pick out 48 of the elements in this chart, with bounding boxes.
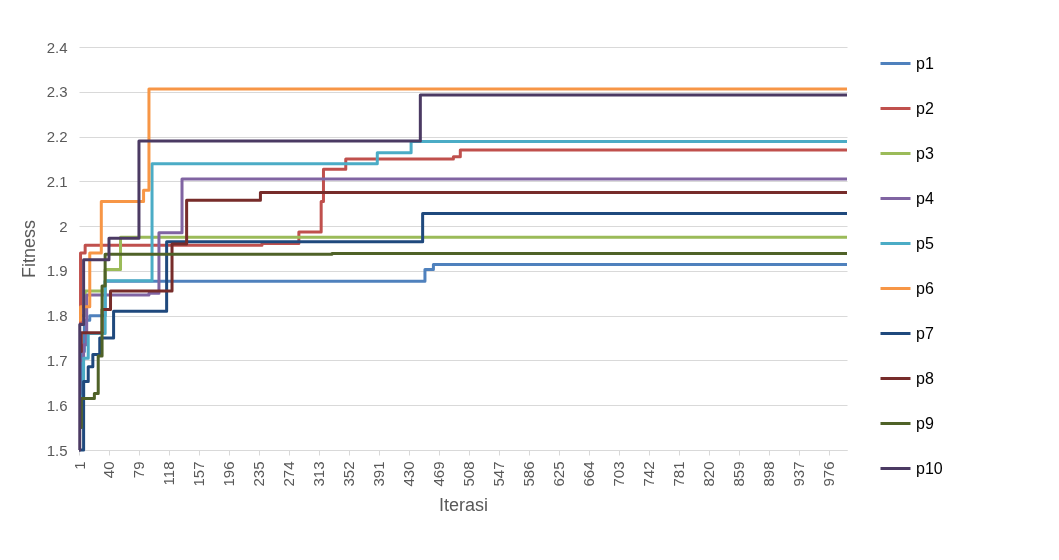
y-tick-label: 2.4	[46, 38, 68, 56]
x-tick-label: 976	[820, 461, 838, 487]
x-tick-label: 1	[70, 461, 88, 470]
x-tick-label: 313	[310, 461, 328, 487]
y-axis-title: Fitness	[18, 219, 39, 279]
x-tick-label: 664	[580, 461, 598, 487]
x-tick-label: 430	[400, 461, 418, 487]
x-tick-label: 703	[610, 461, 628, 487]
x-tick-label: 274	[280, 461, 298, 487]
x-tick-label: 859	[730, 461, 748, 487]
legend-label: p2	[916, 99, 934, 117]
y-tick-label: 1.7	[46, 351, 68, 369]
legend-label: p6	[916, 279, 934, 297]
legend-label: p1	[916, 54, 934, 72]
x-tick-label: 625	[550, 461, 568, 487]
x-tick-label: 352	[340, 461, 358, 487]
x-tick-label: 937	[790, 461, 808, 487]
x-tick-label: 547	[490, 461, 508, 487]
x-tick-label: 235	[250, 461, 268, 487]
x-tick-label: 586	[520, 461, 538, 487]
y-tick-label: 1.5	[46, 441, 68, 459]
x-tick-label: 118	[160, 461, 178, 486]
y-tick-label: 2.2	[46, 128, 68, 146]
x-tick-label: 742	[640, 461, 658, 487]
y-tick-label: 2.3	[46, 83, 68, 101]
y-tick-label: 2	[59, 217, 68, 235]
x-tick-label: 469	[430, 461, 448, 487]
x-tick-label: 898	[760, 461, 778, 487]
legend-label: p4	[916, 189, 934, 207]
x-axis-title: Iterasi	[438, 494, 489, 515]
x-tick-label: 820	[700, 461, 718, 487]
legend-label: p7	[916, 324, 934, 342]
legend-label: p8	[916, 369, 934, 387]
legend-label: p3	[916, 144, 934, 162]
legend-label: p5	[916, 234, 934, 252]
legend-label: p9	[916, 414, 934, 432]
x-tick-label: 40	[100, 461, 118, 479]
y-tick-label: 2.1	[46, 172, 68, 190]
x-tick-label: 196	[220, 461, 238, 487]
y-tick-label: 1.6	[46, 396, 68, 414]
x-tick-label: 79	[130, 461, 148, 479]
x-tick-label: 781	[670, 461, 688, 487]
x-tick-label: 157	[190, 461, 208, 487]
x-tick-label: 508	[460, 461, 478, 487]
x-tick-label: 391	[370, 461, 388, 487]
y-tick-label: 1.8	[46, 307, 68, 325]
legend-label: p10	[916, 459, 943, 477]
y-tick-label: 1.9	[46, 262, 68, 280]
